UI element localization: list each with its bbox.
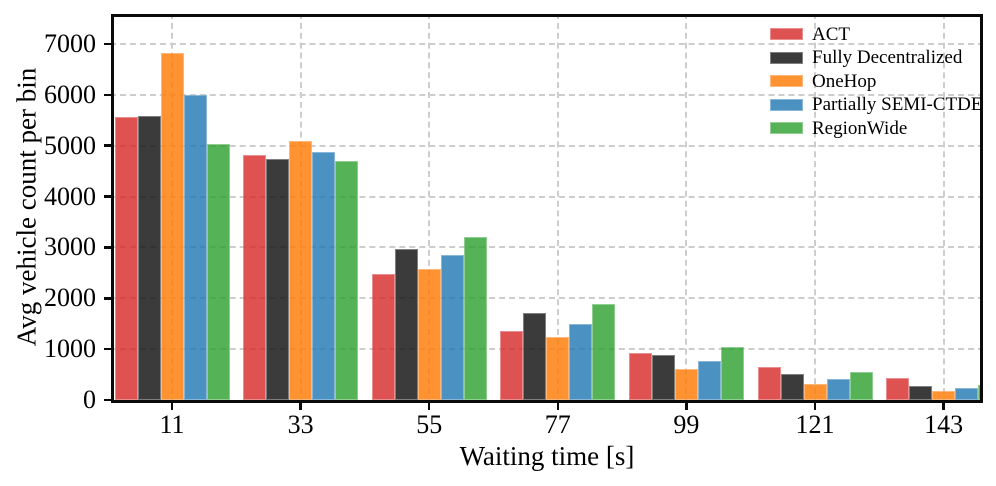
y-tick-label: 5000 [44, 130, 96, 160]
legend-item: ACT [770, 23, 982, 45]
bar-onehop [160, 53, 184, 400]
bar-act [886, 378, 910, 400]
grid-line-horizontal [114, 144, 980, 147]
y-tick-mark [104, 144, 111, 147]
bar-fully-decentralized [137, 116, 161, 400]
x-tick-label: 99 [673, 410, 700, 439]
x-tick-label: 143 [924, 410, 964, 439]
y-tick-mark [104, 93, 111, 97]
legend-item: Partially SEMI-CTDE [770, 94, 983, 115]
y-tick-mark [104, 195, 111, 198]
bar-partially-semi-ctde [955, 388, 979, 400]
grid-line-vertical [685, 17, 688, 400]
y-tick-mark [104, 398, 111, 402]
legend-label: Fully Decentralized [812, 47, 963, 68]
bar-onehop [289, 141, 313, 400]
y-tick-label: 2000 [44, 283, 96, 313]
bar-partially-semi-ctde [183, 95, 207, 400]
x-tick-mark [813, 403, 817, 410]
grid-line-horizontal [114, 195, 980, 198]
y-tick-mark [104, 297, 111, 300]
bar-regionwide [849, 372, 873, 400]
bar-onehop [674, 369, 698, 400]
bar-fully-decentralized [394, 249, 418, 400]
x-axis-label: Waiting time [s] [459, 441, 635, 471]
x-tick-label: 33 [287, 410, 314, 439]
grid-line-horizontal [114, 297, 980, 300]
y-tick-label: 0 [83, 385, 96, 414]
bar-onehop [417, 269, 441, 400]
x-tick-mark [685, 403, 688, 410]
legend: ACT Fully Decentralized OneHop Partially SE… [770, 23, 983, 145]
bar-partially-semi-ctde [440, 255, 464, 400]
bar-fully-decentralized [523, 313, 547, 400]
grid-line-vertical [556, 17, 559, 400]
x-tick-label: 55 [416, 410, 443, 439]
bar-onehop [803, 384, 827, 400]
x-tick-mark [299, 403, 302, 410]
y-tick-label: 3000 [44, 232, 96, 262]
y-tick-mark [104, 347, 111, 351]
bar-act [500, 331, 524, 400]
bar-onehop [932, 391, 956, 400]
x-tick-mark [942, 403, 945, 410]
bar-act [757, 367, 781, 400]
legend-item: OneHop [770, 70, 982, 92]
grid-line-horizontal [114, 93, 980, 96]
legend-swatch [770, 98, 803, 111]
grid-line-horizontal [114, 43, 980, 45]
legend-label: ACT [812, 23, 850, 45]
legend-swatch [770, 75, 803, 87]
bar-partially-semi-ctde [826, 379, 850, 400]
grid-line-horizontal [114, 246, 980, 249]
legend-label: OneHop [812, 70, 877, 92]
y-tick-mark [104, 42, 111, 46]
legend-swatch [770, 122, 803, 134]
y-tick-label: 1000 [44, 334, 96, 364]
legend-label: Partially SEMI-CTDE [812, 94, 983, 115]
grid-line-vertical [814, 17, 816, 400]
x-tick-mark [556, 403, 560, 410]
bar-fully-decentralized [780, 374, 804, 400]
x-tick-label: 121 [795, 410, 835, 439]
legend-item: RegionWide [770, 117, 982, 139]
legend-label: RegionWide [812, 117, 908, 139]
x-tick-label: 11 [159, 410, 185, 439]
x-tick-mark [170, 403, 174, 410]
bar-regionwide [720, 347, 744, 400]
grid-line-vertical [428, 17, 431, 400]
y-tick-mark [104, 246, 111, 249]
y-tick-label: 4000 [44, 181, 96, 211]
bar-act [114, 117, 138, 400]
bar-regionwide [592, 304, 616, 400]
bar-regionwide [463, 237, 487, 400]
bar-onehop [546, 337, 570, 400]
bar-act [628, 353, 652, 400]
plot-area [111, 14, 983, 403]
bar-partially-semi-ctde [312, 152, 336, 400]
bar-regionwide [206, 144, 230, 400]
x-tick-label: 77 [544, 410, 571, 439]
legend-item: Fully Decentralized [770, 47, 982, 68]
bar-regionwide [978, 385, 980, 400]
bar-fully-decentralized [651, 355, 675, 400]
y-tick-label: 6000 [44, 79, 96, 109]
bar-regionwide [335, 161, 359, 400]
bar-partially-semi-ctde [569, 324, 593, 400]
bar-act [371, 274, 395, 400]
bar-partially-semi-ctde [697, 361, 721, 400]
bar-fully-decentralized [909, 386, 933, 400]
legend-swatch [770, 51, 803, 64]
bar-fully-decentralized [266, 159, 290, 400]
y-tick-label: 7000 [44, 29, 96, 58]
grid-line-vertical [942, 17, 945, 400]
bar-act [243, 155, 267, 400]
legend-swatch [770, 28, 803, 40]
x-tick-mark [427, 403, 431, 410]
